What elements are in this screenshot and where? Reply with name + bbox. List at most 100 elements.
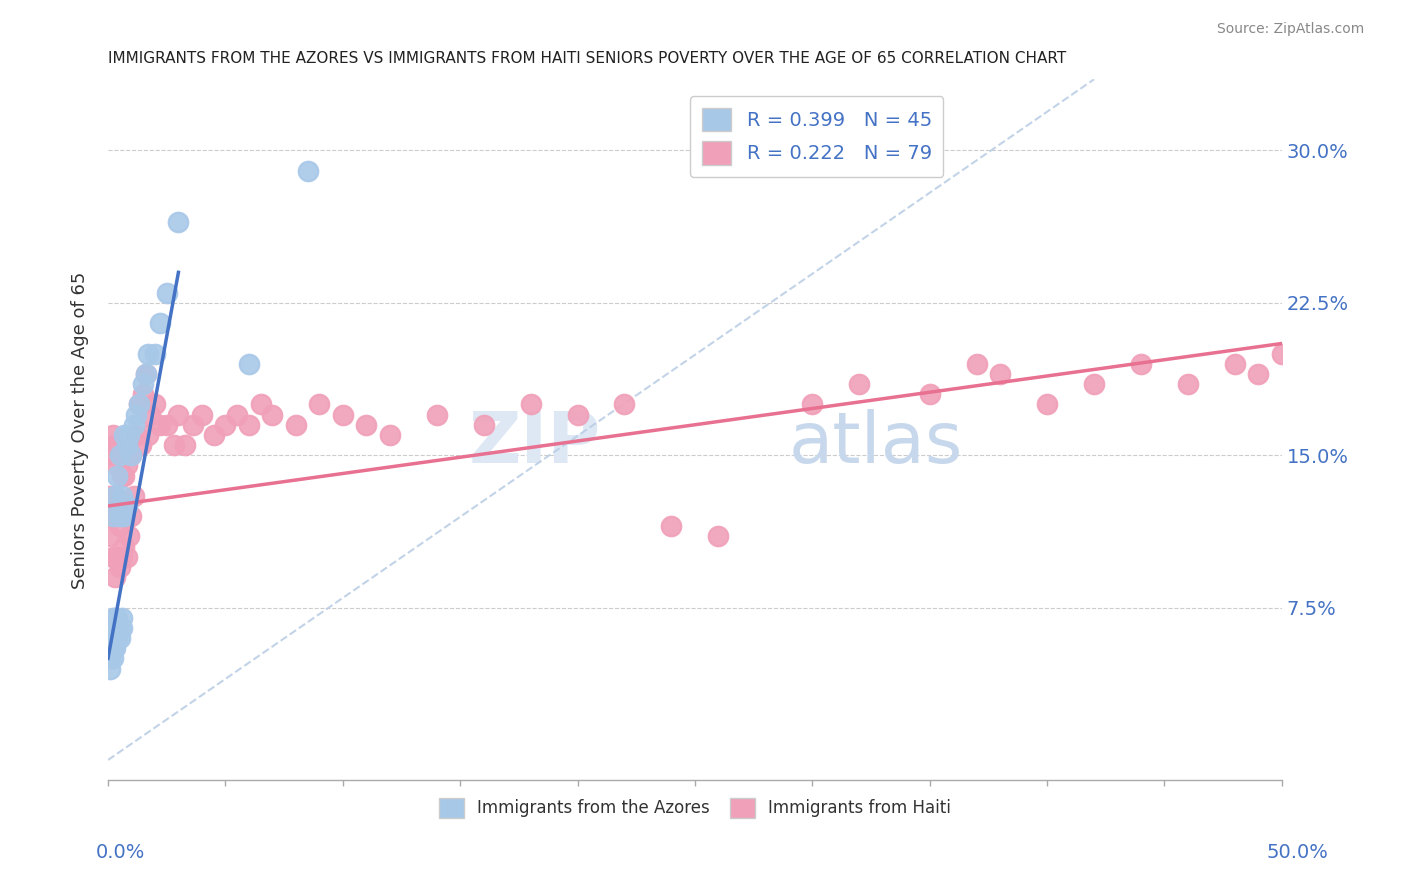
Point xyxy=(1036,397,1059,411)
Point xyxy=(101,509,124,524)
Point xyxy=(101,651,124,665)
Point xyxy=(101,611,124,625)
Point xyxy=(101,549,124,564)
Text: atlas: atlas xyxy=(789,409,963,478)
Point xyxy=(108,621,131,635)
Point xyxy=(101,509,124,524)
Point xyxy=(332,408,354,422)
Point xyxy=(354,417,377,432)
Point xyxy=(112,509,135,524)
Point xyxy=(115,438,138,452)
Point xyxy=(104,489,127,503)
Point xyxy=(111,549,134,564)
Point xyxy=(801,397,824,411)
Point xyxy=(1294,367,1316,381)
Point xyxy=(118,529,141,543)
Point xyxy=(1247,367,1270,381)
Point xyxy=(1130,357,1153,371)
Legend: Immigrants from the Azores, Immigrants from Haiti: Immigrants from the Azores, Immigrants f… xyxy=(432,791,957,824)
Point xyxy=(118,428,141,442)
Point xyxy=(238,357,260,371)
Point xyxy=(108,448,131,462)
Point xyxy=(115,549,138,564)
Point xyxy=(1083,377,1105,392)
Point xyxy=(284,417,307,432)
Point xyxy=(101,428,124,442)
Point xyxy=(108,560,131,574)
Point xyxy=(1223,357,1246,371)
Point xyxy=(132,377,155,392)
Point xyxy=(163,438,186,452)
Point xyxy=(105,621,128,635)
Point xyxy=(108,448,131,462)
Point xyxy=(378,428,401,442)
Point xyxy=(101,621,124,635)
Point xyxy=(308,397,330,411)
Point xyxy=(108,509,131,524)
Point xyxy=(136,346,159,360)
Point xyxy=(104,489,127,503)
Point xyxy=(132,387,155,401)
Point xyxy=(139,408,162,422)
Point xyxy=(112,428,135,442)
Point xyxy=(426,408,449,422)
Point xyxy=(125,428,148,442)
Point xyxy=(105,611,128,625)
Point xyxy=(297,163,319,178)
Point xyxy=(136,428,159,442)
Point xyxy=(105,631,128,645)
Point xyxy=(214,417,236,432)
Point xyxy=(98,631,121,645)
Text: 0.0%: 0.0% xyxy=(96,843,145,862)
Point xyxy=(262,408,284,422)
Point xyxy=(135,367,157,381)
Point xyxy=(98,489,121,503)
Text: Source: ZipAtlas.com: Source: ZipAtlas.com xyxy=(1216,22,1364,37)
Point xyxy=(918,387,941,401)
Point xyxy=(129,438,152,452)
Point xyxy=(111,499,134,513)
Point xyxy=(101,641,124,656)
Point xyxy=(472,417,495,432)
Point xyxy=(104,570,127,584)
Point xyxy=(1364,357,1386,371)
Point xyxy=(115,458,138,473)
Point xyxy=(112,468,135,483)
Point xyxy=(108,631,131,645)
Point xyxy=(104,438,127,452)
Point xyxy=(112,540,135,554)
Point xyxy=(121,448,143,462)
Point xyxy=(661,519,683,533)
Point xyxy=(105,509,128,524)
Point xyxy=(1317,357,1340,371)
Point xyxy=(101,631,124,645)
Point xyxy=(98,641,121,656)
Point xyxy=(149,417,172,432)
Point xyxy=(121,448,143,462)
Point xyxy=(135,367,157,381)
Text: ZIP: ZIP xyxy=(468,409,600,478)
Point xyxy=(156,417,179,432)
Point xyxy=(98,529,121,543)
Point xyxy=(238,417,260,432)
Point xyxy=(105,549,128,564)
Point xyxy=(202,428,225,442)
Point xyxy=(104,611,127,625)
Point xyxy=(988,367,1011,381)
Point xyxy=(128,397,150,411)
Point xyxy=(128,397,150,411)
Point xyxy=(249,397,271,411)
Point xyxy=(104,621,127,635)
Point xyxy=(1271,346,1294,360)
Point xyxy=(167,214,190,228)
Point xyxy=(613,397,636,411)
Point xyxy=(98,651,121,665)
Point xyxy=(98,448,121,462)
Point xyxy=(167,408,190,422)
Point xyxy=(519,397,541,411)
Point xyxy=(122,417,145,432)
Point xyxy=(121,509,143,524)
Point xyxy=(111,611,134,625)
Point xyxy=(122,489,145,503)
Point xyxy=(966,357,988,371)
